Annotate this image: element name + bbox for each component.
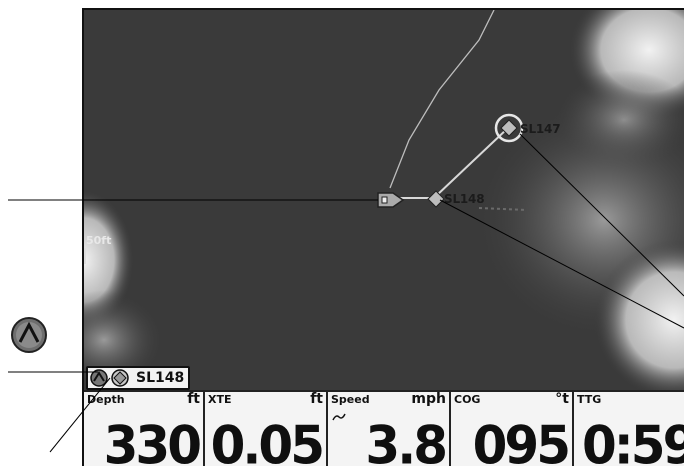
field-value: 0.05 xyxy=(210,415,325,466)
field-label: COG xyxy=(454,393,481,406)
field-label: XTE xyxy=(208,393,232,406)
xte-field[interactable]: XTE ft 0.05 xyxy=(205,392,328,466)
field-value: 0:59 xyxy=(582,415,684,466)
compass-icon xyxy=(90,369,108,387)
navigation-icon xyxy=(11,317,47,353)
chart-screen: SL147 SL148 50ft SL148 Depth ft 330 XTE … xyxy=(82,8,684,466)
field-unit: ft xyxy=(310,392,323,407)
depth-scale-tick xyxy=(84,248,86,264)
field-value: 3.8 xyxy=(365,415,448,466)
speed-field[interactable]: Speed mph 3.8 xyxy=(328,392,451,466)
data-bar: Depth ft 330 XTE ft 0.05 Speed mph 3.8 C… xyxy=(84,390,684,466)
depth-field[interactable]: Depth ft 330 xyxy=(84,392,205,466)
field-value: 330 xyxy=(103,415,202,466)
field-value: 095 xyxy=(472,415,571,466)
field-label: Speed xyxy=(331,393,370,406)
field-unit: ft xyxy=(187,392,200,407)
active-waypoint-name: SL148 xyxy=(136,370,185,386)
speed-source-icon xyxy=(332,413,346,421)
ttg-field[interactable]: TTG 0:59 xyxy=(574,392,684,466)
field-label: TTG xyxy=(577,393,602,406)
field-label: Depth xyxy=(87,393,125,406)
waypoint-sl147-icon[interactable] xyxy=(494,113,524,143)
waypoint-icon xyxy=(111,369,129,387)
field-unit: °t xyxy=(555,392,569,407)
field-unit: mph xyxy=(411,392,446,407)
boat-position-icon[interactable] xyxy=(376,190,406,210)
waypoint-sl148-icon[interactable] xyxy=(427,190,445,208)
waypoint-label: SL147 xyxy=(520,122,561,136)
cog-field[interactable]: COG °t 095 xyxy=(451,392,574,466)
depth-scale-label: 50ft xyxy=(86,234,112,247)
waypoint-label: SL148 xyxy=(444,192,485,206)
active-waypoint-bar[interactable]: SL148 xyxy=(86,366,190,390)
